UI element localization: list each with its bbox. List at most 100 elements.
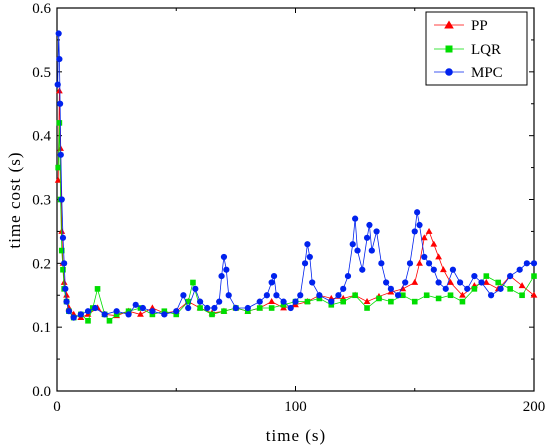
data-point-mpc	[349, 241, 356, 248]
data-point-mpc	[149, 308, 156, 315]
data-point-mpc	[57, 100, 64, 107]
data-point-mpc	[516, 266, 523, 273]
data-point-lqr	[447, 292, 454, 299]
data-point-lqr	[400, 292, 406, 299]
data-point-mpc	[340, 285, 347, 292]
data-point-mpc	[58, 196, 65, 203]
data-point-mpc	[292, 298, 299, 305]
data-point-lqr	[185, 298, 191, 305]
legend-entry-pp: PP	[434, 18, 488, 34]
legend-label-lqr: LQR	[471, 42, 501, 58]
y-axis-label: time cost (s)	[5, 151, 24, 248]
data-point-mpc	[309, 279, 316, 286]
data-point-lqr	[55, 164, 61, 171]
x-tick-label: 200	[523, 399, 546, 415]
data-point-mpc	[225, 292, 232, 299]
data-point-mpc	[244, 304, 251, 312]
data-point-mpc	[211, 304, 218, 312]
axis-ticks: 0.0 0.1 0.2 0.3 0.4 0.5 0.6 0 100 200	[32, 1, 545, 415]
data-point-mpc	[352, 215, 359, 222]
data-point-pp	[54, 176, 62, 183]
data-point-lqr	[352, 292, 358, 299]
data-point-mpc	[354, 247, 361, 254]
data-point-mpc	[416, 221, 423, 229]
y-tick-label: 0.5	[32, 65, 51, 81]
data-point-pp	[420, 234, 428, 241]
data-point-mpc	[220, 253, 228, 261]
data-point-mpc	[70, 314, 77, 321]
series-mpc	[54, 30, 538, 321]
data-point-mpc	[113, 308, 120, 315]
data-point-lqr	[495, 279, 502, 286]
data-point-mpc	[173, 308, 180, 315]
data-point-pp	[435, 253, 442, 260]
data-point-mpc	[366, 221, 373, 229]
data-point-pp	[268, 298, 276, 305]
series-layer	[54, 30, 538, 324]
data-point-mpc	[359, 266, 366, 273]
legend-marker-lqr	[445, 45, 453, 53]
data-point-lqr	[58, 247, 65, 254]
data-point-lqr	[435, 295, 442, 302]
data-point-pp	[416, 259, 423, 266]
x-tick-label: 100	[284, 399, 307, 415]
data-point-lqr	[471, 286, 478, 292]
data-point-lqr	[256, 305, 263, 311]
data-point-mpc	[77, 311, 84, 318]
data-point-lqr	[340, 298, 346, 305]
data-point-lqr	[245, 308, 251, 315]
data-point-mpc	[59, 234, 67, 241]
data-point-pp	[425, 227, 433, 234]
data-point-lqr	[376, 295, 382, 302]
data-point-lqr	[125, 308, 132, 315]
data-point-mpc	[192, 285, 199, 292]
data-point-mpc	[92, 304, 99, 312]
series-line-lqr	[57, 122, 535, 322]
data-point-mpc	[383, 279, 390, 286]
data-point-lqr	[161, 308, 168, 315]
data-point-mpc	[56, 55, 63, 63]
data-point-lqr	[411, 298, 418, 305]
data-point-mpc	[304, 241, 311, 248]
y-tick-label: 0.0	[32, 384, 51, 400]
data-point-lqr	[94, 286, 101, 292]
data-point-mpc	[425, 260, 433, 267]
data-point-mpc	[335, 292, 342, 299]
data-point-mpc	[435, 279, 442, 286]
data-point-mpc	[478, 279, 485, 286]
data-point-mpc	[263, 292, 270, 299]
data-point-mpc	[487, 292, 495, 299]
data-point-mpc	[507, 273, 514, 280]
data-point-mpc	[62, 285, 69, 292]
data-point-mpc	[125, 311, 132, 318]
x-axis-label: time (s)	[266, 426, 326, 445]
data-point-mpc	[180, 292, 187, 299]
data-point-pp	[58, 227, 66, 234]
data-point-mpc	[287, 304, 294, 312]
data-point-mpc	[270, 273, 278, 280]
data-point-mpc	[218, 273, 225, 280]
data-point-mpc	[464, 285, 471, 292]
data-point-pp	[530, 291, 538, 298]
data-point-mpc	[406, 260, 414, 267]
data-point-lqr	[459, 298, 466, 305]
legend-entry-mpc: MPC	[434, 65, 503, 81]
data-point-mpc	[223, 266, 230, 273]
data-point-lqr	[483, 273, 490, 279]
data-point-mpc	[132, 301, 139, 308]
data-point-lqr	[190, 279, 196, 286]
data-point-mpc	[471, 273, 478, 280]
data-point-mpc	[216, 298, 223, 305]
data-point-mpc	[54, 81, 61, 88]
data-point-pp	[363, 298, 371, 305]
data-point-mpc	[402, 279, 409, 286]
series-pp	[54, 87, 538, 320]
data-point-lqr	[531, 273, 537, 279]
data-point-mpc	[185, 304, 192, 312]
data-point-lqr	[209, 311, 215, 318]
data-point-mpc	[387, 285, 394, 292]
data-point-mpc	[84, 308, 92, 315]
data-point-mpc	[273, 292, 280, 299]
y-tick-label: 0.1	[32, 320, 51, 336]
data-point-mpc	[280, 298, 287, 305]
